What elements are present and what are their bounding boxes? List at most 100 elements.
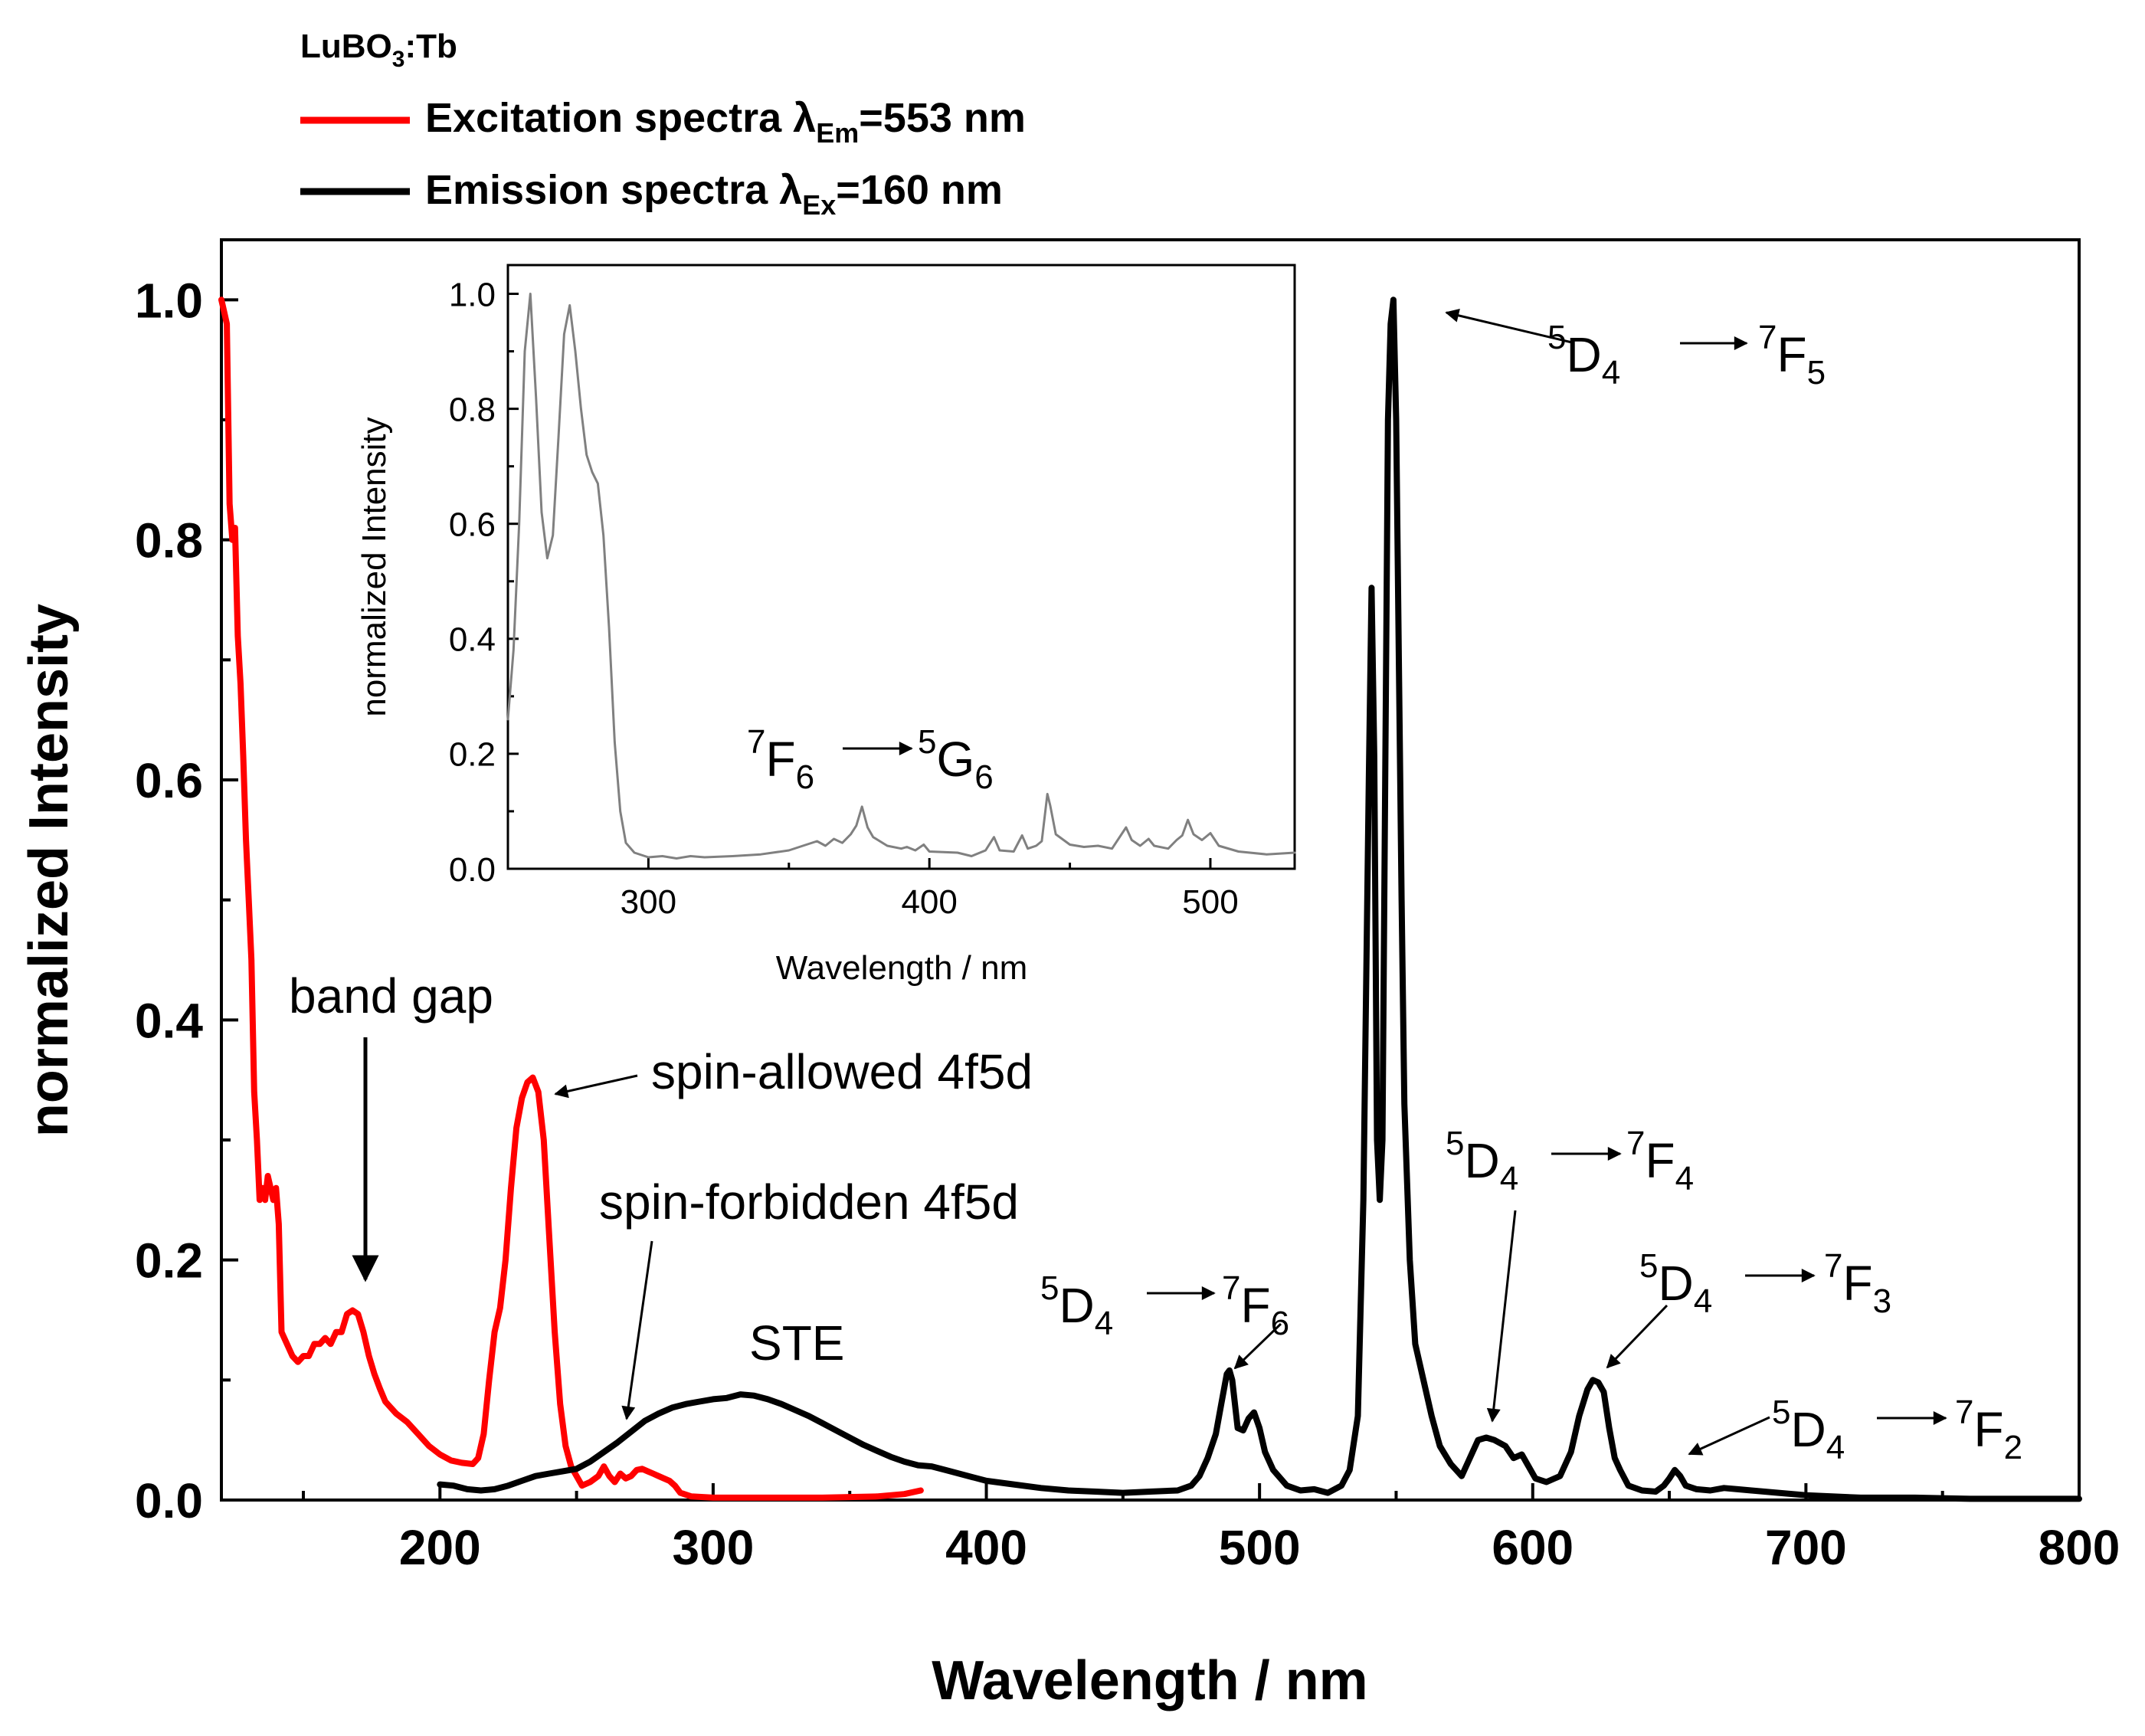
main-y-tick-label: 0.0 <box>135 1473 203 1528</box>
legend-entry-emission-value: =160 nm <box>836 167 1003 213</box>
inset-plot: 300 400 500 0.0 0.2 0.4 0.6 0.8 1.0 Wavelength /… <box>355 264 1296 987</box>
annotation-5d4-7f5: 5D4 7F5 <box>1445 308 1826 391</box>
main-y-tick-label: 0.4 <box>135 993 203 1048</box>
t-f4-sup-b: 7 <box>1626 1125 1645 1162</box>
main-y-tick-label: 1.0 <box>135 273 203 328</box>
main-x-tick-label: 600 <box>1492 1520 1574 1575</box>
annotation-5d4-7f3: 5D4 7F3 <box>1606 1247 1891 1369</box>
annotation-5d4-7f2: 5D4 7F2 <box>1688 1394 2022 1466</box>
main-tick-labels: 200 300 400 500 600 700 800 0.0 0.2 0.4 0.6 0.8 1.0 <box>135 273 2120 1575</box>
t-f2-sub-b: 2 <box>2004 1429 2022 1466</box>
inset-y-tick-label: 0.8 <box>449 391 496 428</box>
inset-y-tick-label: 1.0 <box>449 276 496 313</box>
inset-sup-b: 5 <box>918 723 936 761</box>
main-y-tick-label: 0.6 <box>135 753 203 808</box>
inset-tick-labels: 300 400 500 0.0 0.2 0.4 0.6 0.8 1.0 <box>449 276 1239 921</box>
main-x-tick-label: 700 <box>1765 1520 1847 1575</box>
inset-y-tick-label: 0.2 <box>449 736 496 774</box>
annotation-5d4-7f4: 5D4 7F4 <box>1446 1125 1694 1423</box>
annotation-spin-allowed: spin-allowed 4f5d <box>651 1044 1033 1099</box>
main-y-axis-label: normalized Intensity <box>18 604 80 1137</box>
t-f5-letter-b: F <box>1777 327 1806 382</box>
t-f4-label-a: 5D4 <box>1446 1125 1518 1197</box>
main-ticks <box>221 298 2081 1502</box>
t-f5-letter-a: D <box>1566 327 1601 382</box>
inset-letter-b: G <box>936 732 974 787</box>
inset-plot-frame <box>506 264 1296 870</box>
t-f6-sup-a: 5 <box>1040 1269 1059 1307</box>
annotation-spin-forbidden: spin-forbidden 4f5d <box>599 1174 1019 1230</box>
main-x-tick-label: 500 <box>1219 1520 1301 1575</box>
t-f6-letter-b: F <box>1240 1278 1270 1333</box>
t-f4-letter-b: F <box>1645 1133 1675 1188</box>
inset-sup-a: 7 <box>747 723 765 761</box>
legend-entry-emission: Emission spectra λEx=160 nm <box>425 167 1003 221</box>
inset-letter-a: F <box>765 732 795 787</box>
inset-y-tick-label: 0.0 <box>449 851 496 889</box>
t-f5-sup-a: 5 <box>1547 319 1566 356</box>
main-annotations: band gap spin-allowed 4f5d spin-forbidde… <box>289 308 2022 1466</box>
legend-title-base: LuBO <box>300 28 392 65</box>
inset-series-line-0 <box>506 293 1296 860</box>
t-f6-arrow-down <box>1233 1322 1282 1370</box>
inset-ticks <box>508 293 1212 870</box>
inset-x-axis-label: Wavelength / nm <box>776 949 1028 987</box>
t-f3-sub-b: 3 <box>1873 1282 1891 1320</box>
t-f3-letter-a: D <box>1658 1256 1693 1311</box>
t-f2-label-a: 5D4 <box>1772 1394 1845 1466</box>
annotation-5d4-7f6: 5D4 7F6 <box>1040 1269 1289 1370</box>
t-f4-sub-a: 4 <box>1500 1160 1518 1197</box>
t-f5-arrow-left <box>1445 308 1573 344</box>
spin-forbidden-arrow <box>621 1240 653 1420</box>
inset-transition-label-b: 5G6 <box>918 723 994 796</box>
main-series-line-1 <box>437 296 2082 1502</box>
main-series <box>218 296 2082 1502</box>
legend-entry-excitation-main: Excitation spectra λ <box>425 95 816 141</box>
inset-x-tick-label: 500 <box>1182 883 1238 921</box>
inset-sub-b: 6 <box>974 758 993 796</box>
legend-title: LuBO3:Tb <box>300 28 457 72</box>
legend-title-subscript: 3 <box>392 47 405 72</box>
t-f3-label-a: 5D4 <box>1639 1247 1712 1320</box>
inset-x-tick-label: 300 <box>621 883 676 921</box>
main-x-axis-label: Wavelength / nm <box>932 1650 1367 1711</box>
t-f2-letter-a: D <box>1790 1402 1826 1457</box>
main-y-tick-label: 0.2 <box>135 1233 203 1289</box>
t-f4-sup-a: 5 <box>1446 1125 1464 1162</box>
spin-allowed-arrow <box>554 1074 638 1099</box>
t-f2-label-b: 7F2 <box>1955 1394 2022 1466</box>
main-x-tick-label: 300 <box>673 1520 755 1575</box>
t-f4-arrow-down <box>1486 1210 1517 1423</box>
t-f6-label-a: 5D4 <box>1040 1269 1113 1342</box>
inset-x-tick-label: 400 <box>901 883 957 921</box>
legend: LuBO3:Tb Excitation spectra λEm=553 nm E… <box>300 28 1026 221</box>
t-f3-label-b: 7F3 <box>1824 1247 1891 1320</box>
t-f5-sub-b: 5 <box>1807 354 1826 391</box>
main-y-tick-label: 0.8 <box>135 513 203 568</box>
main-series-line-0 <box>218 296 924 1501</box>
t-f5-label: 5D4 <box>1547 319 1620 391</box>
t-f2-arrow-down <box>1688 1416 1770 1456</box>
t-f2-letter-b: F <box>1973 1402 2003 1457</box>
main-plot-frame <box>220 238 2081 1502</box>
main-x-tick-label: 800 <box>2039 1520 2120 1575</box>
t-f6-letter-a: D <box>1059 1278 1094 1333</box>
legend-title-rest: :Tb <box>404 28 457 65</box>
main-x-tick-label: 200 <box>399 1520 481 1575</box>
annotation-7f6-5g6: 7F 6 5G6 <box>747 723 994 796</box>
t-f6-sub-a: 4 <box>1095 1305 1113 1342</box>
t-f3-sub-a: 4 <box>1694 1282 1712 1320</box>
t-f2-sub-a: 4 <box>1826 1429 1845 1466</box>
main-plot: 200 300 400 500 600 700 8000.00.20.40.60.81.0 … <box>18 238 2120 1711</box>
legend-entry-excitation-subscript: Em <box>816 117 859 149</box>
legend-entry-excitation-value: =553 nm <box>859 95 1026 141</box>
t-f2-sup-b: 7 <box>1955 1394 1973 1431</box>
legend-entry-emission-main: Emission spectra λ <box>425 167 802 213</box>
t-f6-label-b: 7F6 <box>1222 1269 1289 1342</box>
t-f4-label-b: 7F4 <box>1626 1125 1694 1197</box>
inset-series <box>506 293 1296 860</box>
t-f5-sup-b: 7 <box>1758 319 1777 356</box>
inset-y-tick-label: 0.6 <box>449 506 496 544</box>
t-f5-label-b: 7F5 <box>1758 319 1826 391</box>
